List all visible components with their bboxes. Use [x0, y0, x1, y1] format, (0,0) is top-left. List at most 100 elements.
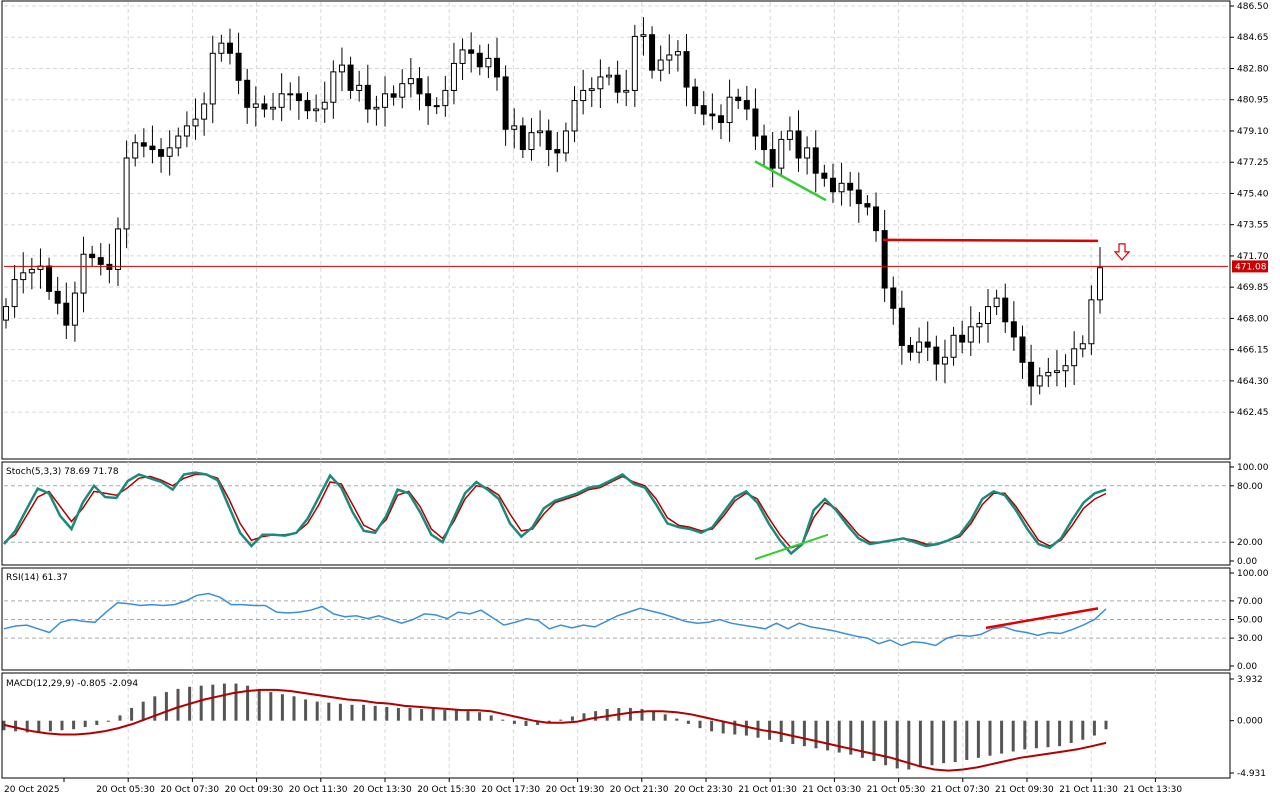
macd-histogram-bar — [953, 720, 957, 763]
bear-candle — [812, 147, 819, 174]
time-tick-label: 20 Oct 19:30 — [546, 785, 605, 795]
macd-histogram-bar — [791, 720, 795, 745]
macd-histogram-bar — [83, 720, 87, 728]
bull-candle — [588, 88, 595, 91]
bear-candle — [743, 100, 750, 110]
price-tick-label: 466.15 — [1237, 346, 1269, 356]
macd-lines — [2, 683, 1108, 772]
bull-candle — [71, 292, 78, 326]
macd-histogram-bar — [211, 684, 215, 721]
bull-candle — [201, 103, 208, 120]
stoch-signal-line — [3, 473, 1107, 549]
macd-histogram-bar — [466, 711, 470, 721]
resistance-line — [882, 238, 1099, 243]
bear-candle — [149, 145, 156, 151]
time-tick-label: 20 Oct 09:30 — [225, 785, 284, 795]
bear-candle — [416, 78, 423, 95]
bear-candle — [106, 263, 113, 270]
bear-candle — [683, 51, 690, 88]
macd-histogram-bar — [640, 709, 644, 721]
bull-candle — [1053, 370, 1060, 373]
bull-candle — [1036, 375, 1043, 387]
macd-histogram-bar — [25, 720, 29, 733]
bear-candle — [54, 290, 61, 304]
macd-histogram-bar — [48, 720, 52, 732]
bear-candle — [752, 108, 759, 137]
bear-candle — [614, 74, 621, 93]
bear-candle — [468, 49, 475, 54]
macd-histogram-bar — [37, 720, 41, 733]
bear-candle — [649, 34, 656, 71]
price-tick-label: 479.10 — [1237, 127, 1269, 137]
macd-histogram-bar — [860, 720, 864, 758]
time-tick-label: 21 Oct 09:30 — [995, 785, 1054, 795]
macd-histogram-bar — [675, 718, 679, 721]
macd-histogram-bar — [199, 685, 203, 721]
macd-histogram-bar — [14, 720, 18, 732]
bull-candle — [1062, 365, 1069, 372]
rsi-tick-label: 70.00 — [1237, 597, 1263, 607]
time-tick-label: 20 Oct 15:30 — [417, 785, 476, 795]
macd-histogram-bar — [420, 709, 424, 721]
macd-histogram-bar — [1023, 720, 1027, 750]
macd-histogram-bar — [478, 712, 482, 721]
macd-label: MACD(12,29,9) -0.805 -2.094 — [6, 679, 138, 689]
macd-histogram-bar — [814, 720, 818, 749]
macd-histogram-bar — [431, 709, 435, 721]
macd-histogram-bar — [536, 720, 540, 725]
price-tick-label: 477.25 — [1237, 158, 1269, 168]
macd-histogram-bar — [628, 707, 632, 721]
bull-candle — [838, 182, 845, 193]
time-tick-label: 20 Oct 11:30 — [289, 785, 348, 795]
macd-histogram-bar — [153, 696, 157, 721]
time-tick-label: 21 Oct 13:30 — [1123, 785, 1182, 795]
price-tick-label: 468.00 — [1237, 314, 1269, 324]
rsi-lines — [3, 592, 1107, 647]
bear-candle — [795, 130, 802, 159]
price-tick-label: 484.65 — [1237, 33, 1269, 43]
rsi-line — [3, 592, 1107, 647]
bear-candle — [890, 287, 897, 309]
bull-candle — [192, 118, 199, 127]
macd-histogram-bar — [1104, 720, 1108, 730]
bear-candle — [855, 189, 862, 205]
price-tick-label: 475.40 — [1237, 189, 1269, 199]
bull-candle — [321, 101, 328, 110]
macd-histogram-bar — [385, 706, 389, 721]
price-tick-label: 469.85 — [1237, 283, 1269, 293]
bear-candle — [898, 307, 905, 346]
bull-candle — [252, 103, 259, 108]
macd-histogram-bar — [176, 688, 180, 721]
price-tick-label: 471.70 — [1237, 252, 1269, 262]
macd-histogram-bar — [443, 710, 447, 721]
bear-candle — [821, 172, 828, 179]
bull-candle — [313, 108, 320, 112]
bear-candle — [1010, 321, 1017, 338]
bull-candle — [941, 356, 948, 365]
time-tick-label: 21 Oct 01:30 — [738, 785, 797, 795]
bull-candle — [28, 268, 35, 274]
macd-histogram-bar — [222, 683, 226, 721]
bear-candle — [829, 177, 836, 193]
macd-histogram-bar — [1069, 720, 1073, 743]
price-panel[interactable] — [1, 0, 1231, 460]
price-grid — [4, 2, 1228, 459]
macd-histogram-bar — [1058, 720, 1062, 747]
bull-candle — [183, 125, 190, 137]
bull-candle — [778, 138, 785, 169]
current-price-label: 471.08 — [1235, 262, 1267, 272]
macd-panel[interactable] — [1, 672, 1231, 779]
bull-candle — [580, 89, 587, 102]
macd-histogram-bar — [338, 703, 342, 721]
stoch-lines — [3, 471, 1107, 561]
macd-histogram-bar — [965, 720, 969, 760]
bull-candle — [623, 89, 630, 93]
bull-candle — [976, 322, 983, 328]
bear-candle — [502, 76, 509, 130]
macd-signal-line — [3, 688, 1107, 772]
macd-histogram-bar — [1046, 720, 1050, 748]
time-tick-label: 20 Oct 21:30 — [610, 785, 669, 795]
bull-candle — [218, 42, 225, 54]
bull-candle — [674, 51, 681, 56]
